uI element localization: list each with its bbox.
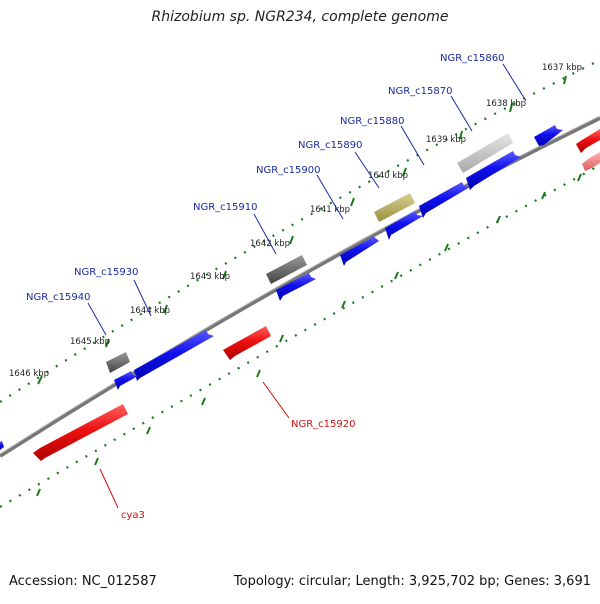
page-title: Rhizobium sp. NGR234, complete genome <box>151 9 449 25</box>
tick-label: 1641 kbp <box>310 205 350 215</box>
tick-label: 1646 kbp <box>9 369 49 379</box>
gene-label[interactable]: NGR_c15880 <box>340 116 405 127</box>
gene-arrow[interactable] <box>534 125 563 146</box>
outer-tick-ring <box>0 59 600 403</box>
tick-label: 1643 kbp <box>190 272 230 282</box>
gene-arrow[interactable] <box>266 255 307 284</box>
tick-label: 1645 kbp <box>70 337 110 347</box>
gene-arrow[interactable] <box>582 152 600 171</box>
gene-label[interactable]: cya3 <box>121 510 145 521</box>
gene-arrow[interactable] <box>457 133 513 173</box>
gene-label[interactable]: NGR_c15940 <box>26 292 91 303</box>
inner-tick-ring <box>0 164 600 508</box>
gene-arrow[interactable] <box>340 236 379 266</box>
gene-leader-lines <box>87 63 527 509</box>
gene-arrow[interactable] <box>576 129 600 153</box>
gene-arrow[interactable] <box>466 151 521 190</box>
gene-label[interactable]: NGR_c15920 <box>291 419 356 430</box>
gene-label[interactable]: NGR_c15890 <box>298 140 363 151</box>
gene-arrow[interactable] <box>276 273 316 301</box>
gene-label[interactable]: NGR_c15900 <box>256 165 321 176</box>
gene-arrow[interactable] <box>33 404 128 461</box>
gene-label[interactable]: NGR_c15860 <box>440 53 505 64</box>
gene-arrow[interactable] <box>106 352 130 373</box>
gene-arrow[interactable] <box>134 330 214 381</box>
forward-strand-genes <box>0 125 563 450</box>
gene-arrow[interactable] <box>223 326 271 360</box>
gene-label[interactable]: NGR_c15930 <box>74 267 139 278</box>
tick-label: 1640 kbp <box>368 171 408 181</box>
gene-label[interactable]: NGR_c15910 <box>193 202 258 213</box>
tick-label: 1639 kbp <box>426 135 466 145</box>
tick-label: 1637 kbp <box>542 63 582 73</box>
genome-summary-text: Topology: circular; Length: 3,925,702 bp… <box>233 574 591 589</box>
gene-arrow[interactable] <box>114 371 138 390</box>
gene-arrow[interactable] <box>374 193 415 222</box>
tick-label: 1638 kbp <box>486 99 526 109</box>
gene-arrow[interactable] <box>0 441 4 450</box>
gene-label[interactable]: NGR_c15870 <box>388 86 453 97</box>
tick-label: 1644 kbp <box>130 306 170 316</box>
gene-arrow[interactable] <box>385 211 423 240</box>
gene-arrow[interactable] <box>419 182 470 218</box>
accession-text: Accession: NC_012587 <box>9 574 157 589</box>
reverse-strand-genes <box>33 129 600 461</box>
major-ticks <box>36 75 582 497</box>
